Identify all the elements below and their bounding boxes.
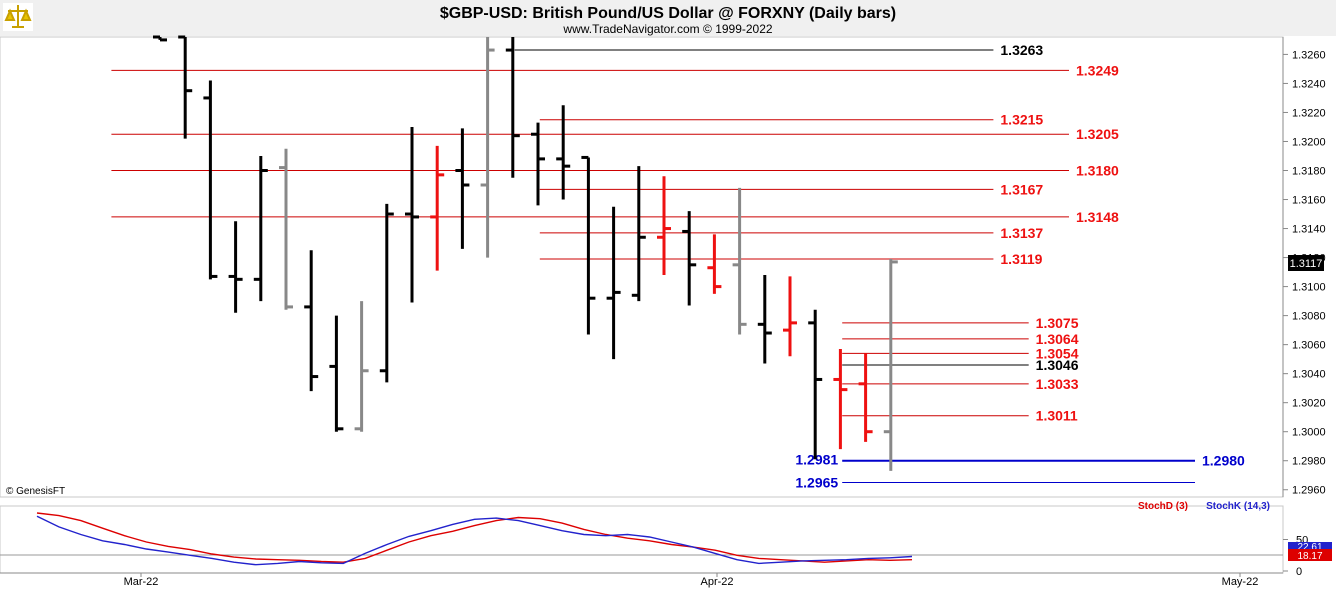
level-label: 1.3205 [1076,126,1119,142]
ohlc-bar [354,301,369,432]
last-price-label: 1.3117 [1290,258,1323,270]
price-tick-label: 1.3140 [1292,224,1326,236]
price-tick-label: 1.3260 [1292,49,1326,61]
time-axis: Mar-22 Apr-22 May-22 [0,572,1283,588]
stochastic-panel: StochD (3) StochK (14,3) 050 22.61 18.17 [0,501,1332,578]
stochd-last-badge [1288,549,1332,561]
level-label: 1.3167 [1000,181,1043,197]
legend-stochd: StochD (3) [1138,501,1188,512]
ohlc-bar [379,203,394,383]
level-label: 1.3046 [1036,357,1079,373]
legend-stochk: StochK (14,3) [1206,501,1270,512]
ohlc-bar [783,276,797,357]
level-label: 1.3054 [1036,345,1079,361]
ohlc-bar [178,35,193,139]
watermark: © GenesisFT [6,486,65,497]
x-tick-may: May-22 [1222,576,1259,588]
ohlc-bars [153,35,898,471]
price-tick-label: 1.3000 [1292,427,1326,439]
ohlc-bar [631,166,646,302]
stochk-last-badge [1288,542,1332,552]
price-tick-label: 1.2960 [1292,485,1326,497]
level-label: 1.3033 [1036,376,1079,392]
ohlc-bar [153,35,167,42]
level-label: 1.3011 [1036,408,1078,424]
ohlc-bar [808,309,823,460]
level-label: 1.3215 [1000,112,1043,128]
price-tick-label: 1.3040 [1292,369,1326,381]
ohlc-bar [556,105,571,200]
ohlc-bar [329,315,344,432]
level-label: 1.2981 [795,451,838,467]
price-tick-label: 1.3080 [1292,311,1326,323]
title-bar [0,0,1336,36]
price-tick-label: 1.3100 [1292,282,1326,294]
level-label: 1.3119 [1000,251,1042,267]
ohlc-bar [228,221,243,313]
ohlc-bar [505,37,520,178]
level-label: 1.3249 [1076,62,1119,78]
price-tick-label: 1.3240 [1292,78,1326,90]
price-panel: 1.3263 1.3249 1.3215 1.3205 1.3180 1.3167 1.31… [0,35,1326,498]
level-label: 1.3263 [1000,42,1043,58]
level-label: 1.3137 [1000,225,1043,241]
ohlc-bar [531,122,545,206]
level-label: 1.2965 [795,474,838,490]
stoch-series-line [36,515,913,566]
chart-title: $GBP-USD: British Pound/US Dollar @ FORX… [440,5,896,22]
ohlc-bar [732,187,747,335]
ohlc-bar [203,80,218,280]
chart-subtitle: www.TradeNavigator.com © 1999-2022 [562,22,772,36]
stoch-series-line [36,512,913,563]
stoch-tick-label: 0 [1296,566,1302,578]
x-tick-apr: Apr-22 [700,576,733,588]
ohlc-bar [405,126,419,303]
level-lines: 1.3263 1.3249 1.3215 1.3205 1.3180 1.3167 1.31… [111,42,1245,490]
stochastic-lines [36,512,913,566]
stochk-last-value: 22.61 [1297,542,1322,553]
price-tick-label: 1.3180 [1292,166,1326,178]
ohlc-bar [304,250,319,392]
level-label: 1.3148 [1076,209,1119,225]
ohlc-bar [279,148,293,310]
price-tick-label: 1.3200 [1292,136,1326,148]
ohlc-bar [480,37,495,258]
ohlc-bar [682,211,697,306]
price-tick-label: 1.3060 [1292,340,1326,352]
ohlc-bar [833,348,848,450]
price-tick-label: 1.2980 [1292,456,1326,468]
ohlc-bar [883,259,898,471]
ohlc-bar [757,274,772,364]
ohlc-bar [858,353,873,442]
price-tick-label: 1.3160 [1292,195,1326,207]
price-tick-label: 1.3220 [1292,107,1326,119]
level-label: 1.3075 [1036,315,1079,331]
level-label: 1.3180 [1076,163,1119,179]
last-price-badge [1288,255,1324,271]
level-label: 1.2980 [1202,453,1245,469]
price-tick-label: 1.3020 [1292,398,1326,410]
x-tick-mar: Mar-22 [124,576,159,588]
trade-navigator-logo-icon[interactable] [3,3,33,31]
ohlc-bar [430,145,445,271]
ohlc-bar [657,176,671,275]
level-label: 1.3064 [1036,331,1079,347]
ohlc-bar [606,206,621,360]
ohlc-bar [253,155,268,302]
stochd-last-value: 18.17 [1297,551,1322,562]
ohlc-bar [707,234,722,294]
ohlc-bar [455,128,470,249]
ohlc-bar [581,155,596,335]
